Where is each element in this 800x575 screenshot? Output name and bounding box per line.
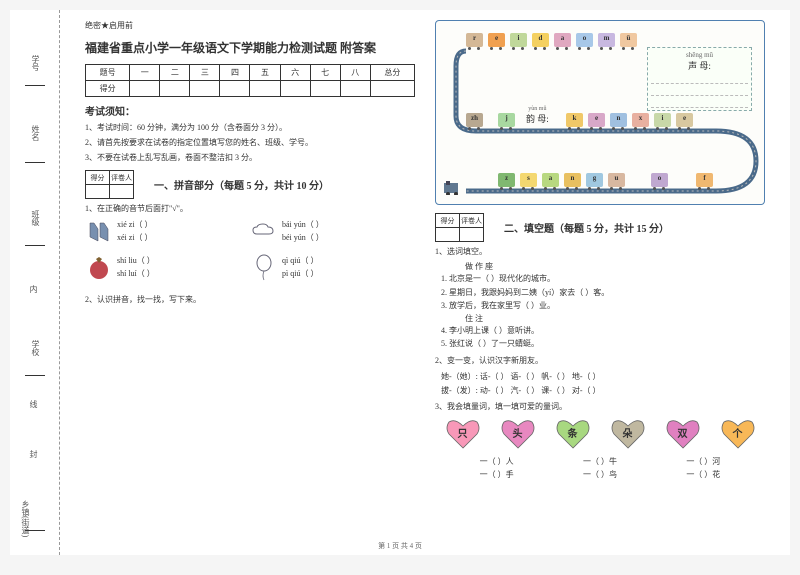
section1-title: 一、拼音部分（每题 5 分，共计 10 分） — [154, 177, 329, 192]
shengmu-box: shēng mǔ声 母: — [647, 47, 752, 111]
page-title: 福建省重点小学一年级语文下学期能力检测试题 附答案 — [85, 39, 415, 56]
notice-item: 3、不要在试卷上乱写乱画，卷面不整洁扣 3 分。 — [85, 152, 415, 164]
pomegranate-icon — [85, 254, 113, 282]
page-footer: 第 1 页 共 4 页 — [10, 541, 790, 551]
cloud-icon — [250, 218, 278, 246]
pinyin-item: shí liu（ ） shí luí（ ） — [85, 254, 250, 282]
notice-item: 1、考试时间：60 分钟，满分为 100 分（含卷面分 3 分）。 — [85, 122, 415, 134]
spine-label-inner: 内 — [28, 285, 39, 293]
balloon-icon — [250, 254, 278, 282]
spine-label-school: 学校 — [30, 340, 41, 356]
hearts-row: 只头条朵双个 — [435, 418, 765, 450]
q2-text: 2、认识拼音，找一找，写下来。 — [85, 294, 415, 305]
s2-q1-words: 做 作 座 — [435, 261, 765, 272]
section2-title: 二、填空题（每题 5 分，共计 15 分） — [504, 220, 669, 235]
fill-item: 拔-（发）: 动-（ ） 汽-（ ） 课-（ ） 对-（ ） — [435, 384, 765, 398]
fill-item: 5. 张红说（ ）了一只蜻蜓。 — [435, 337, 765, 351]
pinyin-train-diagram: reidaomüzhjkenxiezsanguof shēng mǔ声 母: y… — [435, 20, 765, 205]
s2-q1-words2: 住 注 — [435, 313, 765, 324]
fill-item: 4. 李小明上课（ ）意听讲。 — [435, 324, 765, 338]
notice-item: 2、请首先按要求在试卷的指定位置填写您的姓名、班级、学号。 — [85, 137, 415, 149]
mini-score-box: 得分评卷人 — [85, 170, 134, 199]
mini-score-box: 得分评卷人 — [435, 213, 484, 242]
spine-label-id: 学号 — [30, 55, 41, 71]
measure-row: 一（ ）手一（ ）鸟一（ ）花 — [445, 469, 755, 480]
fill-item: 3. 放学后，我在家里写（ ）业。 — [435, 299, 765, 313]
fill-item: 2. 星期日，我跟妈妈到二姨（yí）家去（ ）客。 — [435, 286, 765, 300]
measure-row: 一（ ）人一（ ）牛一（ ）河 — [445, 456, 755, 467]
notice-title: 考试须知： — [85, 103, 415, 118]
spine-label-name: 姓名 — [30, 125, 41, 141]
score-table: 题号一二三四五六七八总分 得分 — [85, 64, 415, 97]
s2-q2: 2、变一变，认识汉字新朋友。 — [435, 355, 765, 366]
spine-label-line: 线 — [28, 400, 39, 408]
pinyin-item: qì qiú（ ） pì qiú（ ） — [250, 254, 415, 282]
s2-q1: 1、选词填空。 — [435, 246, 765, 257]
spine-label-town: 乡镇(街道) — [20, 500, 31, 537]
secret-label: 绝密★启用前 — [85, 20, 415, 31]
spine-label-class: 班级 — [30, 210, 41, 226]
pinyin-item: xié zi（ ） xéi zi（ ） — [85, 218, 250, 246]
yunmu-label: yùn mǔ 韵 母: — [526, 106, 549, 125]
spine-label-seal: 封 — [28, 450, 39, 458]
fill-item: 1. 北京是一（ ）现代化的城市。 — [435, 272, 765, 286]
fill-item: 她-（她）: 话-（ ） 语-（ ） 帆-（ ） 地-（ ） — [435, 370, 765, 384]
s2-q3: 3、我会填量词，填一填可爱的量词。 — [435, 401, 765, 412]
boots-icon — [85, 218, 113, 246]
pinyin-item: bái yún（ ） béi yún（ ） — [250, 218, 415, 246]
q1-text: 1、在正确的音节后面打"√"。 — [85, 203, 415, 214]
